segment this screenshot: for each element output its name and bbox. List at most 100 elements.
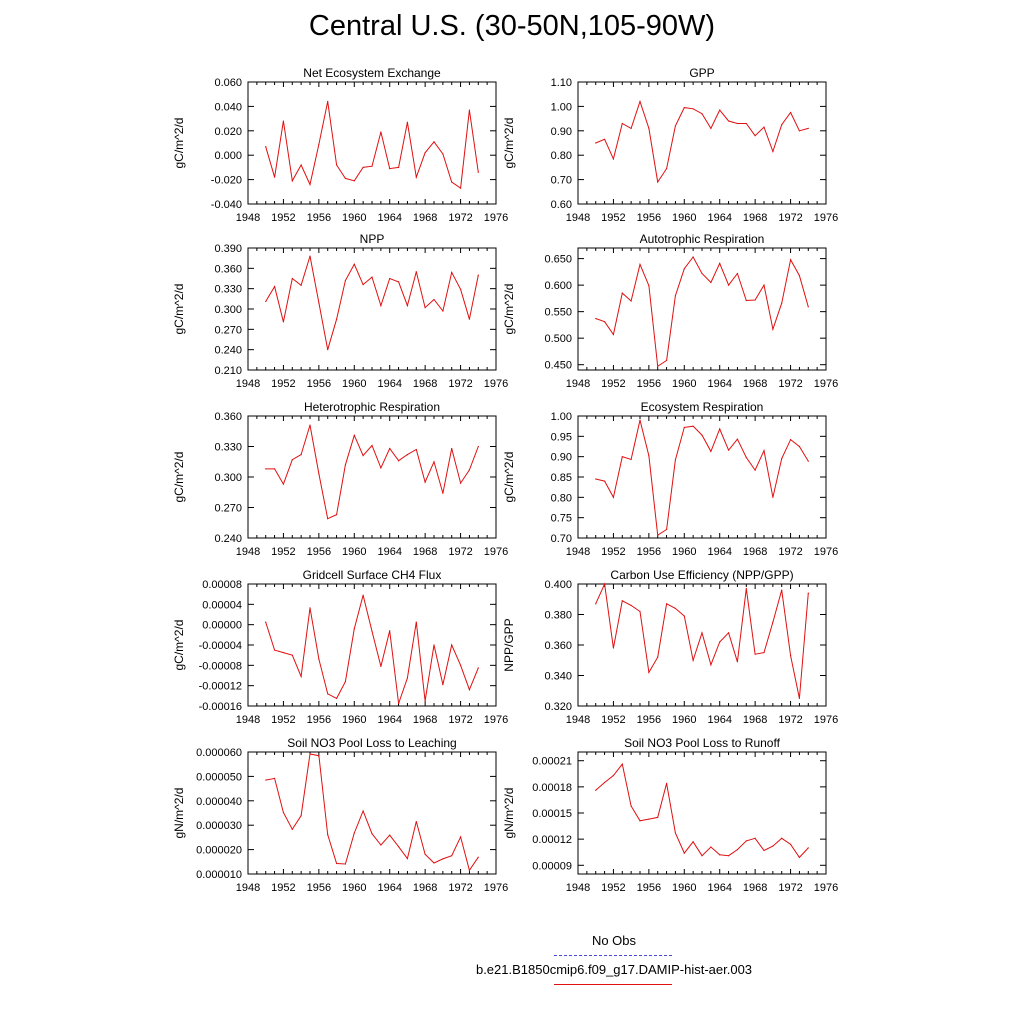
data-point [603, 480, 606, 482]
y-tick-label: 0.70 [551, 533, 572, 545]
data-point [674, 607, 677, 610]
x-tick-label: 1976 [484, 714, 508, 726]
data-point [327, 693, 329, 695]
data-point [736, 122, 739, 125]
y-tick-label: 0.270 [214, 324, 242, 336]
y-tick-label: 0.400 [544, 579, 572, 591]
y-tick-label: 0.000020 [196, 845, 242, 857]
data-point [371, 630, 373, 632]
data-point [389, 168, 391, 170]
y-axis-label: gN/m^2/d [172, 788, 186, 839]
data-point [665, 603, 668, 605]
data-point [798, 274, 801, 277]
x-tick-label: 1964 [377, 546, 401, 558]
data-point [727, 449, 730, 451]
y-tick-label: -0.00004 [199, 640, 242, 652]
data-point [603, 781, 606, 784]
x-tick-label: 1960 [672, 714, 696, 726]
data-point [477, 856, 479, 858]
data-point [674, 125, 677, 127]
y-tick-label: 0.300 [214, 304, 242, 316]
data-point [807, 306, 809, 308]
series-line [595, 763, 809, 859]
data-point [415, 448, 417, 451]
data-point [362, 166, 364, 168]
data-point [353, 180, 355, 182]
data-point [772, 845, 774, 847]
data-point [406, 121, 409, 123]
x-tick-label: 1976 [484, 546, 508, 558]
data-point [612, 333, 615, 336]
panel-title: Autotrophic Respiration [640, 232, 765, 246]
data-point [459, 836, 462, 838]
panel-1: Net Ecosystem Exchange 1948 1952 1956 1960 19… [172, 66, 508, 224]
x-tick-label: 1956 [637, 212, 661, 224]
data-point [719, 641, 721, 643]
data-point [630, 300, 632, 302]
x-tick-label: 1976 [814, 212, 838, 224]
data-point [477, 274, 479, 276]
data-point [344, 863, 347, 865]
data-point [380, 131, 382, 133]
data-point [344, 681, 347, 683]
data-point [442, 684, 444, 686]
series-line [595, 419, 809, 537]
x-tick-label: 1968 [413, 546, 437, 558]
series-line [265, 753, 479, 872]
data-point [710, 664, 712, 666]
data-point [807, 460, 809, 462]
data-point [468, 869, 471, 871]
data-point [406, 858, 409, 860]
x-tick-label: 1948 [566, 714, 590, 726]
data-point [727, 284, 730, 286]
data-point [291, 180, 293, 182]
data-point [327, 834, 329, 836]
data-point [772, 328, 774, 330]
y-axis-label: gC/m^2/d [172, 118, 186, 169]
data-point [459, 288, 462, 290]
data-point [657, 816, 659, 818]
data-point [621, 122, 623, 125]
x-tick-label: 1968 [413, 714, 437, 726]
data-point [291, 654, 293, 656]
y-tick-label: 0.85 [551, 472, 572, 484]
plot-frame [247, 583, 497, 707]
y-tick-label: 0.330 [214, 284, 242, 296]
data-point [719, 428, 721, 430]
data-point [683, 852, 685, 854]
data-point [335, 318, 338, 320]
data-point [701, 272, 703, 275]
data-point [648, 127, 650, 129]
x-tick-label: 1976 [484, 212, 508, 224]
series-line [265, 255, 479, 350]
data-point [318, 658, 320, 660]
data-point [763, 849, 765, 852]
data-point [309, 424, 311, 426]
data-point [380, 305, 382, 307]
y-tick-label: -0.00016 [199, 701, 242, 713]
x-tick-label: 1964 [707, 714, 731, 726]
y-tick-label: 0.650 [544, 254, 572, 266]
x-tick-label: 1948 [566, 212, 590, 224]
x-tick-label: 1972 [448, 882, 472, 894]
y-tick-label: 0.00012 [532, 834, 572, 846]
x-tick-label: 1968 [413, 378, 437, 390]
y-tick-label: 0.95 [551, 431, 572, 443]
data-point [273, 777, 276, 779]
data-point [468, 109, 471, 111]
data-point [674, 832, 677, 834]
data-point [648, 455, 650, 457]
legend-model-label: b.e21.B1850cmip6.f09_g17.DAMIP-hist-aer.… [475, 962, 753, 977]
data-point [371, 165, 373, 167]
series-line [595, 582, 809, 699]
data-point [477, 171, 479, 173]
x-tick-label: 1948 [236, 546, 260, 558]
y-tick-label: 0.360 [214, 263, 242, 275]
data-point [736, 849, 739, 851]
data-point [424, 307, 426, 309]
data-point [353, 434, 355, 436]
data-point [406, 677, 409, 679]
data-point [389, 630, 391, 632]
y-tick-label: 0.300 [214, 472, 242, 484]
x-tick-label: 1956 [307, 546, 331, 558]
